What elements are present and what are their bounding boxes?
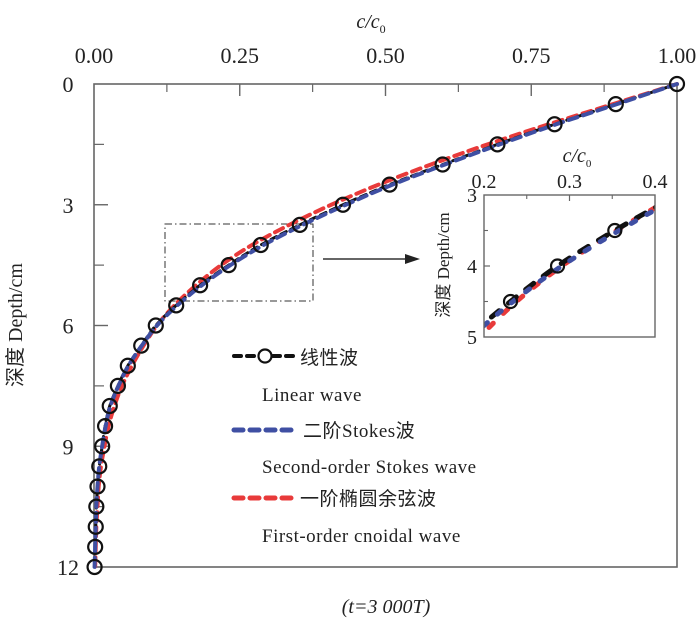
- series-marker-linear: [89, 478, 106, 495]
- series-marker-linear: [88, 498, 105, 515]
- series-marker-linear: [94, 438, 111, 455]
- inset-axis-tick-labels: 0.2 0.3 0.4 3 4 5: [467, 171, 668, 349]
- y-tick-label: 9: [63, 434, 74, 459]
- inset-x-tick-label: 0.2: [472, 171, 497, 193]
- series-marker-linear: [86, 558, 103, 576]
- series-marker-linear: [119, 357, 136, 374]
- inset-series-marker-linear: [502, 293, 519, 310]
- legend-marker: [257, 348, 273, 364]
- series-marker-linear: [291, 216, 308, 233]
- series-marker-linear: [434, 156, 451, 173]
- series-marker-linear: [87, 538, 104, 555]
- y-tick-label: 6: [63, 314, 74, 339]
- zoom-region-box: [164, 223, 314, 302]
- x-tick-label: 0.25: [221, 43, 260, 68]
- y-axis-title: 深度 Depth/cm: [4, 263, 27, 387]
- zoom-arrow-head: [405, 254, 420, 264]
- x-axis-title-subscript: 0: [380, 22, 386, 36]
- legend: 线性波 Linear wave 二阶Stokes波 Second-order S…: [231, 347, 477, 547]
- inset-series-group: [484, 189, 685, 337]
- x-tick-label: 0.50: [366, 43, 405, 68]
- series-marker-linear: [96, 418, 114, 435]
- legend-item-linear: 线性波 Linear wave: [232, 347, 362, 406]
- y-tick-label: 0: [63, 72, 74, 97]
- series-marker-linear: [168, 297, 185, 314]
- series-line-stokes: [92, 82, 679, 569]
- inset-chart: 0.2 0.3 0.4 3 4 5 c/c0 深度 Depth/cm: [434, 145, 685, 349]
- legend-label-cn: 一阶椭圆余弦波: [300, 488, 437, 510]
- legend-label-cn: 二阶Stokes波: [303, 420, 415, 442]
- inset-series-marker-linear: [607, 222, 623, 239]
- legend-label-cn: 线性波: [300, 347, 359, 369]
- series-marker-linear: [334, 196, 352, 213]
- legend-label-en: Linear wave: [262, 385, 362, 406]
- series-marker-linear: [489, 136, 506, 153]
- x-tick-label: 1.00: [658, 43, 697, 68]
- legend-label-en: First-order cnoidal wave: [262, 526, 461, 547]
- series-marker-linear: [192, 277, 209, 294]
- inset-x-axis-title-subscript: 0: [586, 158, 592, 170]
- series-marker-linear: [133, 337, 150, 354]
- series-marker-linear: [109, 377, 127, 394]
- series-marker-linear: [252, 236, 269, 254]
- inset-background: [484, 195, 655, 337]
- inset-series-marker-linear: [672, 189, 685, 202]
- plot-frame: [93, 83, 678, 568]
- inset-axis-ticks: [484, 195, 613, 303]
- inset-y-tick-label: 5: [467, 327, 477, 349]
- inset-x-tick-label: 0.4: [643, 171, 668, 193]
- series-marker-linear: [668, 75, 686, 93]
- x-axis-title: c/c0: [356, 11, 385, 36]
- series-marker-linear: [147, 317, 164, 334]
- series-marker-linear: [546, 116, 563, 133]
- y-tick-label: 3: [63, 193, 74, 218]
- inset-x-tick-label: 0.3: [557, 171, 582, 193]
- inset-x-axis-title: c/c0: [563, 145, 592, 170]
- series-marker-linear: [87, 518, 104, 535]
- chart-caption: (t=3 000T): [342, 596, 431, 618]
- series-marker-linear: [220, 257, 237, 274]
- x-tick-label: 0.75: [512, 43, 551, 68]
- series-marker-linear: [101, 397, 118, 415]
- inset-y-tick-label: 3: [467, 185, 477, 207]
- series-marker-linear: [381, 176, 398, 193]
- main-series-group: [86, 75, 686, 576]
- inset-y-axis-title: 深度 Depth/cm: [434, 212, 453, 317]
- legend-item-stokes: 二阶Stokes波 Second-order Stokes wave: [231, 420, 477, 478]
- legend-item-cnoidal: 一阶椭圆余弦波 First-order cnoidal wave: [231, 488, 461, 547]
- series-marker-linear: [607, 96, 624, 113]
- inset-series-marker-linear: [549, 258, 566, 274]
- legend-label-en: Second-order Stokes wave: [262, 457, 477, 478]
- x-tick-label: 0.00: [75, 43, 114, 68]
- inset-y-tick-label: 4: [467, 256, 477, 278]
- series-marker-linear: [91, 458, 108, 475]
- legend-swatch-linear: [232, 348, 297, 364]
- y-tick-label: 12: [57, 555, 79, 580]
